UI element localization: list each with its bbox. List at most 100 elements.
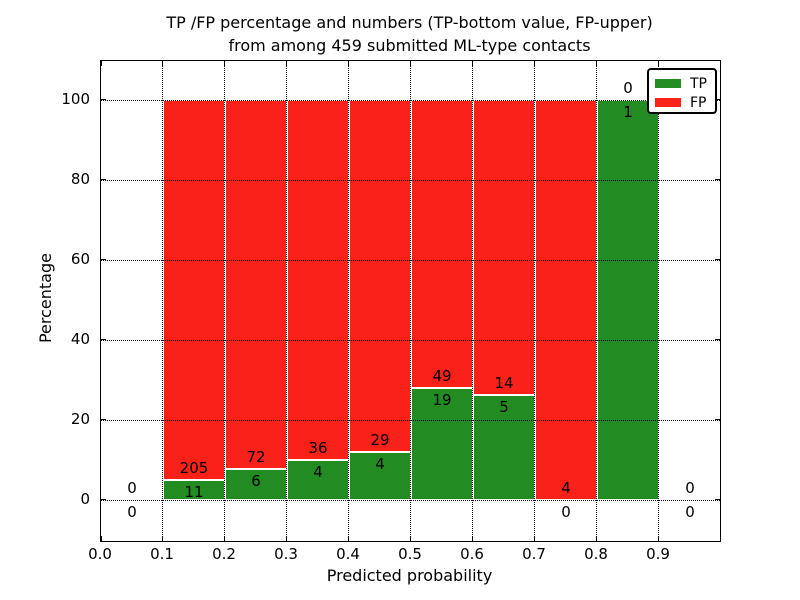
bar-tp-0.5: [411, 388, 473, 500]
bar-fp-0.2: [225, 100, 287, 470]
gridline-x-0.8: [596, 61, 597, 541]
bar-fp-0.4: [349, 100, 411, 452]
fp-count-label: 14: [494, 373, 514, 392]
legend-item-tp: TP: [655, 75, 715, 92]
fp-count-label: 205: [179, 458, 209, 477]
legend: TP FP: [647, 68, 717, 114]
tp-count-label: 0: [561, 503, 571, 521]
x-tick-label: 0.2: [212, 545, 236, 563]
legend-item-fp: FP: [655, 94, 715, 111]
x-tick-label: 0.1: [150, 545, 174, 563]
tp-count-label: 19: [432, 391, 452, 410]
y-tick-left: [101, 419, 106, 420]
bar-fp-0.3: [287, 100, 349, 460]
legend-label-fp: FP: [690, 94, 707, 111]
fp-count-label: 72: [246, 448, 266, 467]
x-tick-top: [596, 61, 597, 66]
y-tick-left: [101, 499, 106, 500]
bar-tp-0.4: [349, 451, 411, 500]
fp-count-label: 29: [370, 430, 390, 449]
fp-count-label: 36: [308, 439, 328, 457]
gridline-x-0.2: [224, 61, 225, 541]
x-tick-label: 0.0: [88, 545, 112, 563]
tp-count-label: 0: [685, 503, 695, 521]
x-tick-label: 0.6: [460, 545, 484, 563]
fp-count-label: 49: [432, 367, 452, 386]
y-tick-label: 40: [70, 330, 90, 348]
tp-count-label: 4: [313, 463, 323, 481]
y-tick-right: [715, 259, 720, 260]
chart-title-line1: TP /FP percentage and numbers (TP-bottom…: [166, 13, 653, 32]
y-tick-right: [715, 339, 720, 340]
bar-tp-0.8: [597, 100, 659, 500]
y-tick-label: 20: [70, 410, 90, 428]
fp-count-label: 4: [561, 479, 571, 497]
plot-area: TP FP 0 0 205 11 72 6 36 4 29 4 49 19 14 5 4 0 0 1 0 0: [100, 60, 721, 542]
x-tick-label: 0.8: [584, 545, 608, 563]
y-tick-label: 60: [70, 250, 90, 268]
y-tick-left: [101, 339, 106, 340]
gridline-x-0.7: [534, 61, 535, 541]
x-tick-top: [534, 61, 535, 66]
x-tick-top: [101, 61, 102, 66]
bar-tp-0.3: [287, 460, 349, 500]
gridline-x-0.1: [162, 61, 163, 541]
y-tick-right: [715, 499, 720, 500]
tp-count-label: 4: [375, 454, 385, 473]
gridline-x-0.5: [410, 61, 411, 541]
tp-count-label: 6: [251, 472, 261, 491]
bar-fp-0.7: [535, 100, 597, 500]
gridline-x-0.6: [472, 61, 473, 541]
x-tick-label: 0.9: [646, 545, 670, 563]
x-tick-bottom: [596, 536, 597, 541]
chart-title: TP /FP percentage and numbers (TP-bottom…: [100, 11, 719, 57]
fp-count-label: 0: [623, 79, 633, 97]
y-tick-left: [101, 179, 106, 180]
chart-title-line2: from among 459 submitted ML-type contact…: [228, 36, 591, 55]
gridline-x-0.9: [658, 61, 659, 541]
x-tick-bottom: [534, 536, 535, 541]
bar-fp-0.1: [163, 100, 225, 480]
x-tick-top: [410, 61, 411, 66]
x-tick-bottom: [472, 536, 473, 541]
y-tick-left: [101, 259, 106, 260]
fp-count-label: 0: [127, 479, 137, 497]
x-tick-label: 0.4: [336, 545, 360, 563]
x-tick-top: [162, 61, 163, 66]
tp-count-label: 0: [127, 503, 137, 521]
x-tick-label: 0.3: [274, 545, 298, 563]
x-tick-bottom: [348, 536, 349, 541]
x-tick-top: [472, 61, 473, 66]
bar-tp-0.6: [473, 394, 535, 500]
tp-count-label: 5: [499, 397, 509, 416]
x-tick-label: 0.5: [398, 545, 422, 563]
x-axis-label: Predicted probability: [326, 566, 493, 585]
x-tick-top: [224, 61, 225, 66]
y-axis-label: Percentage: [36, 253, 55, 344]
x-tick-bottom: [658, 536, 659, 541]
y-tick-right: [715, 419, 720, 420]
x-tick-label: 0.7: [522, 545, 546, 563]
gridline-x-0.4: [348, 61, 349, 541]
y-tick-left: [101, 99, 106, 100]
tp-swatch-icon: [655, 79, 681, 88]
bar-fp-0.5: [411, 100, 473, 389]
tp-count-label: 11: [184, 482, 204, 501]
x-tick-bottom: [224, 536, 225, 541]
x-tick-bottom: [286, 536, 287, 541]
x-tick-bottom: [101, 536, 102, 541]
fp-swatch-icon: [655, 98, 681, 107]
legend-label-tp: TP: [690, 75, 707, 92]
x-tick-top: [348, 61, 349, 66]
y-tick-right: [715, 179, 720, 180]
bar-tp-0.2: [225, 469, 287, 500]
y-tick-right: [715, 99, 720, 100]
y-tick-label: 80: [70, 170, 90, 188]
fp-count-label: 0: [685, 479, 695, 497]
tp-count-label: 1: [623, 103, 633, 121]
bar-fp-0.6: [473, 100, 535, 395]
x-tick-bottom: [162, 536, 163, 541]
x-tick-top: [658, 61, 659, 66]
y-tick-label: 100: [61, 90, 90, 108]
